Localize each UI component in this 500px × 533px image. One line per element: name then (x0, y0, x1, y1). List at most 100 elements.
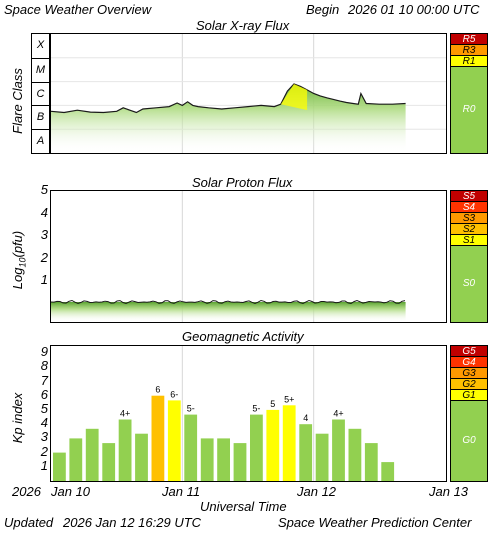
x-tick-jan11: Jan 11 (162, 484, 201, 499)
kp-bar (250, 414, 263, 481)
kp-bar-label: 6- (170, 389, 178, 399)
kp-plot-area: 4+ 6 6- 5- 5- 5 5+ 4 4+ (50, 345, 447, 482)
xray-flux-area (51, 84, 406, 153)
proton-chart-title: Solar Proton Flux (192, 175, 293, 190)
kp-bar (299, 424, 313, 481)
xray-chart-title: Solar X-ray Flux (196, 18, 290, 33)
kp-bar (118, 419, 132, 481)
kp-y-axis-label: Kp index (10, 392, 25, 444)
kp-bar-label: 4 (303, 413, 308, 423)
proton-y-tick: 2 (40, 249, 48, 265)
kp-y-tick: 6 (40, 386, 48, 402)
kp-y-tick: 5 (40, 400, 48, 416)
kp-bar (167, 400, 181, 481)
flare-class-a: A (32, 129, 49, 153)
kp-bar-label: 6 (155, 385, 160, 395)
geomagnetic-storm-scale-g5: G5 (451, 346, 487, 357)
radio-blackout-scale-r3: R3 (451, 45, 487, 56)
kp-bar (332, 419, 345, 481)
kp-bar (348, 428, 362, 481)
source-credit: Space Weather Prediction Center (278, 515, 472, 530)
proton-y-ticks: 1 2 3 4 5 (34, 182, 48, 323)
kp-bar (364, 443, 378, 481)
geomagnetic-storm-scale-g2: G2 (451, 379, 487, 390)
geomagnetic-storm-scale-g1: G1 (451, 390, 487, 401)
xray-flux-line (50, 83, 406, 114)
radiation-storm-scale-s5: S5 (451, 191, 487, 202)
kp-plot: 4+ 6 6- 5- 5- 5 5+ 4 4+ (53, 346, 395, 481)
begin-label: Begin (306, 2, 340, 17)
geomagnetic-storm-scale-g3: G3 (451, 368, 487, 379)
kp-bar-label: 5- (187, 404, 195, 414)
radio-blackout-scale-r0: R0 (451, 67, 487, 153)
x-tick-jan10: Jan 10 (51, 484, 91, 499)
kp-bar (102, 443, 116, 481)
geomagnetic-storm-scale-g4: G4 (451, 357, 487, 368)
kp-y-tick: 9 (40, 344, 48, 360)
proton-plot-area (50, 190, 447, 323)
kp-bar-label: 5- (252, 404, 260, 414)
proton-flux-area (51, 302, 406, 322)
kp-bar (184, 414, 198, 481)
radiation-storm-scale-s2: S2 (451, 224, 487, 235)
proton-flux-line (50, 299, 406, 305)
x-tick-jan12: Jan 12 (297, 484, 337, 499)
kp-bar (381, 462, 395, 481)
flare-class-m: M (32, 57, 49, 82)
kp-bar (200, 438, 214, 481)
kp-y-tick: 2 (40, 443, 48, 459)
kp-y-tick: 7 (40, 372, 48, 388)
kp-bar (151, 395, 165, 481)
kp-bar (315, 433, 329, 481)
page-title: Space Weather Overview (4, 2, 152, 17)
kp-bar (217, 438, 230, 481)
radiation-storm-scale-s4: S4 (451, 202, 487, 213)
kp-bar (233, 443, 247, 481)
updated-date: 2026 Jan 12 16:29 UTC (63, 515, 202, 530)
kp-bar-label: 5 (270, 399, 275, 409)
x-axis-label: Universal Time (200, 499, 287, 514)
radiation-storm-scale-s0: S0 (451, 246, 487, 322)
proton-y-tick: 5 (40, 182, 48, 198)
x-tick-jan13: Jan 13 (429, 484, 469, 499)
xray-y-axis-label: Flare Class (10, 68, 25, 134)
kp-y-tick: 3 (40, 429, 48, 445)
kp-y-tick: 4 (40, 415, 48, 431)
updated-label: Updated (4, 515, 54, 530)
proton-y-tick: 4 (40, 204, 48, 220)
flare-class-c: C (32, 81, 49, 106)
radio-blackout-scale-r5: R5 (451, 34, 487, 45)
proton-plot (50, 191, 406, 322)
geomagnetic-storm-scale: G5 G4 G3 G2 G1 G0 (450, 345, 488, 482)
kp-y-tick: 8 (40, 358, 48, 374)
flare-class-b: B (32, 105, 49, 129)
kp-bar-label: 4+ (333, 409, 343, 419)
radiation-storm-scale-s1: S1 (451, 235, 487, 246)
kp-bar (85, 428, 99, 481)
xray-flare-highlight (280, 83, 308, 111)
kp-bar (266, 409, 280, 481)
x-axis-year: 2026 (12, 484, 41, 499)
kp-y-tick: 1 (40, 457, 48, 473)
proton-y-axis-label: Log10(pfu) (10, 230, 28, 290)
proton-y-tick: 3 (40, 227, 48, 243)
xray-plot-area (50, 33, 447, 154)
radiation-storm-scale-s3: S3 (451, 213, 487, 224)
radio-blackout-scale-r1: R1 (451, 56, 487, 67)
kp-bar-label: 5+ (284, 394, 294, 404)
begin-date: 2026 01 10 00:00 UTC (348, 2, 480, 17)
kp-chart-title: Geomagnetic Activity (182, 329, 304, 344)
kp-bar-label: 4+ (120, 409, 130, 419)
kp-bar (135, 433, 148, 481)
flare-class-x: X (36, 39, 45, 51)
kp-bar (69, 438, 83, 481)
radio-blackout-scale: R5 R3 R1 R0 (450, 33, 488, 154)
kp-bar (282, 405, 296, 481)
geomagnetic-storm-scale-g0: G0 (451, 401, 487, 481)
xray-plot (50, 34, 446, 153)
radiation-storm-scale: S5 S4 S3 S2 S1 S0 (450, 190, 488, 323)
kp-bar (53, 452, 66, 481)
proton-y-tick: 1 (40, 272, 48, 288)
